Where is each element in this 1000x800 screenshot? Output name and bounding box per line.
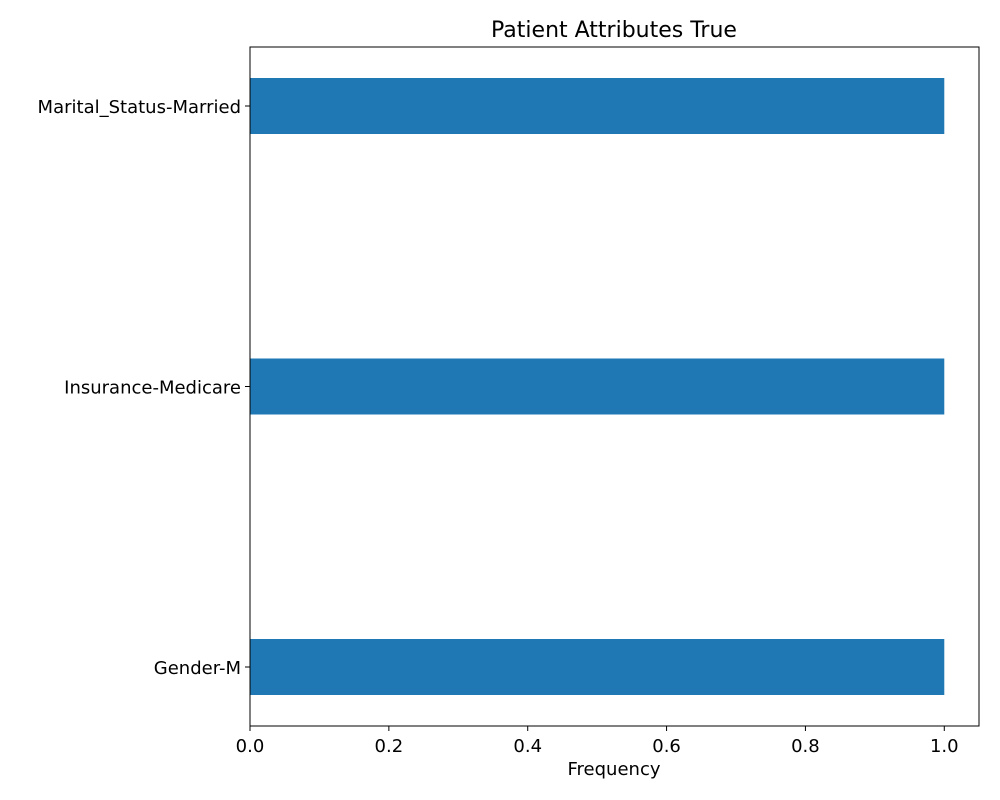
- x-tick-label-0: 0.0: [236, 736, 265, 757]
- x-axis-label: Frequency: [568, 759, 661, 780]
- bar-2: [250, 639, 945, 695]
- y-tick-label-0: Marital_Status-Married: [38, 97, 241, 118]
- bar-0: [250, 78, 945, 134]
- x-tick-label-2: 0.4: [513, 736, 542, 757]
- ticks-layer: Marital_Status-Married Insurance-Medicare…: [38, 97, 959, 757]
- x-tick-label-3: 0.6: [652, 736, 681, 757]
- bars-layer: [250, 78, 945, 695]
- x-tick-label-5: 1.0: [930, 736, 959, 757]
- x-tick-label-1: 0.2: [375, 736, 404, 757]
- x-tick-label-4: 0.8: [791, 736, 820, 757]
- bar-1: [250, 358, 945, 415]
- chart-title: Patient Attributes True: [491, 18, 737, 43]
- y-tick-label-1: Insurance-Medicare: [64, 378, 241, 399]
- y-tick-label-2: Gender-M: [154, 658, 241, 679]
